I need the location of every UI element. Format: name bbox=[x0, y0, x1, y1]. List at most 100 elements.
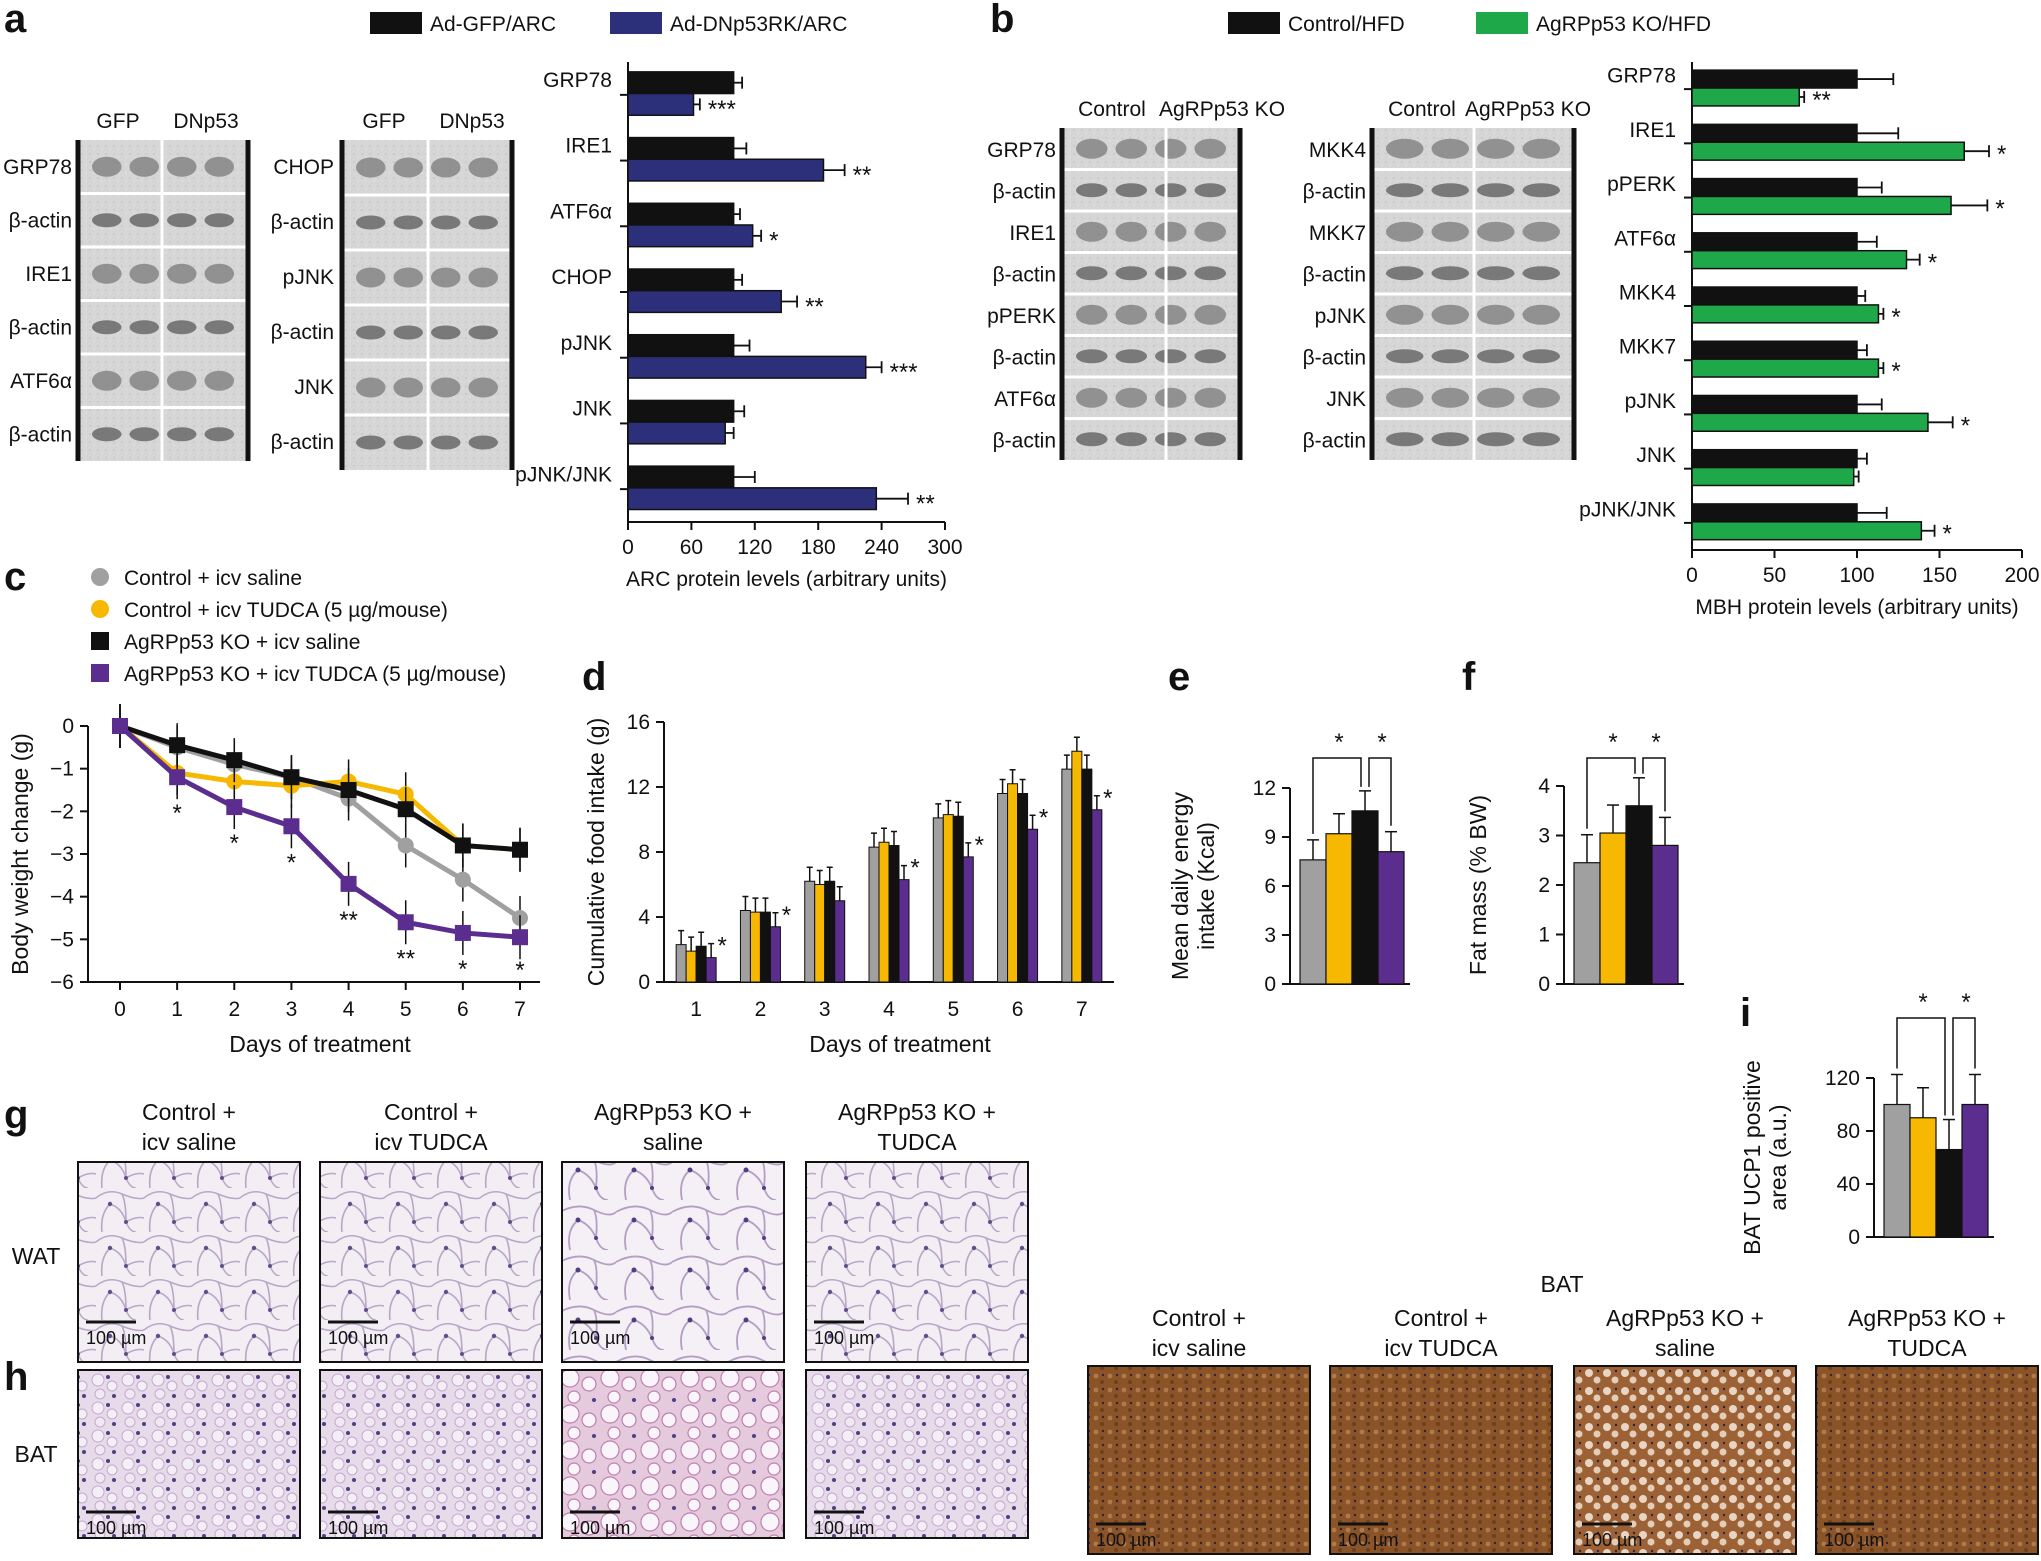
chart-b-x-tick-label: 200 bbox=[2004, 564, 2039, 587]
blot-b-left-band bbox=[1076, 432, 1108, 447]
legend-b-ko: AgRPp53 KO/HFD bbox=[1536, 13, 1711, 36]
chart-d-y-tick-label: 16 bbox=[627, 711, 650, 734]
chart-c-point-2 bbox=[226, 752, 243, 769]
blot-b-left-band bbox=[1115, 349, 1147, 364]
chart-c-point-2 bbox=[169, 737, 186, 754]
blot-a-left-row-label: β-actin bbox=[9, 317, 72, 340]
blot-b-right-row-label: pJNK bbox=[1315, 305, 1366, 328]
blot-a-left-band bbox=[204, 427, 234, 442]
chart-b-bar-control bbox=[1691, 448, 1858, 469]
chart-e-bar-1 bbox=[1325, 833, 1353, 985]
chart-d-bar-1 bbox=[749, 911, 761, 983]
blot-a-right-band bbox=[431, 267, 461, 288]
chart-b-bar-treated bbox=[1691, 249, 1908, 270]
ucp1-group-label-line2: icv saline bbox=[1152, 1335, 1247, 1361]
western-blots-a: GRP78 β-actin IRE1 β-actin ATF6α β-actin GFP DN… bbox=[3, 110, 515, 470]
legend-c: Control + icv saline Control + icv TUDCA… bbox=[91, 567, 506, 686]
panel-label-f: f bbox=[1462, 655, 1476, 699]
blot-b-right-band bbox=[1431, 138, 1469, 159]
blot-a-right-row-label: β-actin bbox=[271, 211, 334, 234]
blot-b-right-band bbox=[1522, 304, 1560, 325]
legend-b-control: Control/HFD bbox=[1288, 13, 1405, 36]
blot-b-right-row-label: MKK4 bbox=[1309, 139, 1367, 162]
chart-e-y-tick-label: 6 bbox=[1264, 875, 1276, 898]
blot-b-left-band bbox=[1115, 432, 1147, 447]
blot-a-right-band bbox=[468, 267, 498, 288]
chart-i-bar-2 bbox=[1935, 1148, 1963, 1238]
chart-b-category-label: MKK7 bbox=[1619, 336, 1676, 359]
blot-b-right-band bbox=[1522, 138, 1560, 159]
chart-b-category-label: MKK4 bbox=[1619, 281, 1677, 304]
bat-micrograph-2 bbox=[561, 1369, 785, 1539]
chart-a-significance: *** bbox=[890, 359, 918, 386]
chart-c-y-tick-label: −5 bbox=[50, 928, 74, 951]
chart-d-bar-2 bbox=[888, 845, 900, 983]
blot-a-left-band bbox=[167, 263, 197, 284]
chart-e-bar-2 bbox=[1351, 810, 1379, 985]
chart-a-x-tick-label: 120 bbox=[737, 536, 772, 559]
legend-c-marker-2 bbox=[91, 632, 109, 650]
chart-d-y-tick-label: 4 bbox=[638, 906, 650, 929]
chart-b-bar-control bbox=[1691, 177, 1858, 198]
histology-group-label-line1: Control + bbox=[142, 1099, 236, 1125]
chart-i-ucp1: 0 40 80 120 * * BAT UCP1 positive area (a.u.) bbox=[1739, 989, 1994, 1255]
blot-a-right-band bbox=[468, 325, 498, 340]
chart-i-y-label-line1: BAT UCP1 positive bbox=[1739, 1060, 1765, 1255]
blot-b-right-band bbox=[1522, 432, 1560, 447]
blot-b-right-band bbox=[1386, 304, 1424, 325]
wat-micrograph-1 bbox=[319, 1161, 543, 1363]
blot-a-right-band bbox=[468, 435, 498, 450]
ucp1-group-label-line2: icv TUDCA bbox=[1384, 1335, 1498, 1361]
ucp1-group-label-line2: saline bbox=[1655, 1335, 1715, 1361]
panel-label-e: e bbox=[1168, 655, 1190, 699]
blot-b-right-band bbox=[1477, 183, 1515, 198]
chart-a-category-label: GRP78 bbox=[543, 69, 612, 92]
blot-b-left-row-label: pPERK bbox=[987, 305, 1056, 328]
legend-c-marker-0 bbox=[91, 568, 109, 586]
blot-b-left-row-label: GRP78 bbox=[987, 139, 1056, 162]
chart-f-bar-0 bbox=[1573, 862, 1601, 985]
chart-i-y-tick-label: 120 bbox=[1825, 1067, 1860, 1090]
chart-a-bar-treated bbox=[627, 158, 825, 182]
blot-b-left-band bbox=[1194, 432, 1226, 447]
chart-f-bar-1 bbox=[1599, 832, 1627, 985]
blot-a-left-band bbox=[92, 427, 122, 442]
blot-b-right-band bbox=[1522, 387, 1560, 408]
chart-a-x-tick-label: 240 bbox=[864, 536, 899, 559]
blot-a-right-row-label: β-actin bbox=[271, 321, 334, 344]
chart-c-point-3 bbox=[112, 718, 128, 734]
blot-b-left-col-label: Control bbox=[1078, 98, 1146, 121]
blot-a-right-band bbox=[431, 435, 461, 450]
bat-scale-label: 100 µm bbox=[814, 1518, 874, 1538]
ucp1-group-label-line1: Control + bbox=[1394, 1305, 1488, 1331]
chart-f-bracket-right bbox=[1642, 757, 1666, 812]
chart-b-category-label: pJNK/JNK bbox=[1579, 498, 1676, 521]
blot-a-right-band bbox=[431, 377, 461, 398]
blot-b-left-band bbox=[1155, 387, 1187, 408]
chart-c-x-tick-label: 5 bbox=[400, 998, 412, 1021]
legend-a-swatch-dnp53 bbox=[610, 12, 662, 34]
chart-c-significance: * bbox=[230, 830, 239, 857]
blot-b-right-band bbox=[1431, 304, 1469, 325]
blot-b-right-band bbox=[1386, 387, 1424, 408]
blot-b-right-band bbox=[1386, 432, 1424, 447]
chart-i-y-tick-label: 0 bbox=[1848, 1226, 1860, 1249]
western-blots-b: GRP78 β-actin IRE1 β-actin pPERK β-actin ATF6α… bbox=[987, 98, 1591, 460]
bat-micrograph-0 bbox=[77, 1369, 301, 1539]
chart-c-point-2 bbox=[397, 801, 414, 818]
blot-a-left-band bbox=[129, 427, 159, 442]
chart-b-bar-treated bbox=[1691, 304, 1880, 324]
chart-d-bar-3 bbox=[769, 926, 781, 983]
chart-a-x-tick-label: 60 bbox=[680, 536, 703, 559]
chart-c-y-label: Body weight change (g) bbox=[7, 733, 33, 975]
blot-b-right-band bbox=[1477, 432, 1515, 447]
chart-e-y-tick-label: 0 bbox=[1264, 973, 1276, 996]
legend-c-label-2: AgRPp53 KO + icv saline bbox=[124, 631, 360, 654]
chart-b-bar-control bbox=[1691, 503, 1858, 523]
chart-b-category-label: IRE1 bbox=[1629, 119, 1676, 142]
chart-b-x-tick-label: 100 bbox=[1839, 564, 1874, 587]
blot-a-left-band bbox=[167, 320, 197, 335]
chart-e-y-label-line2: intake (Kcal) bbox=[1193, 822, 1219, 950]
blot-b-right-band bbox=[1477, 266, 1515, 281]
